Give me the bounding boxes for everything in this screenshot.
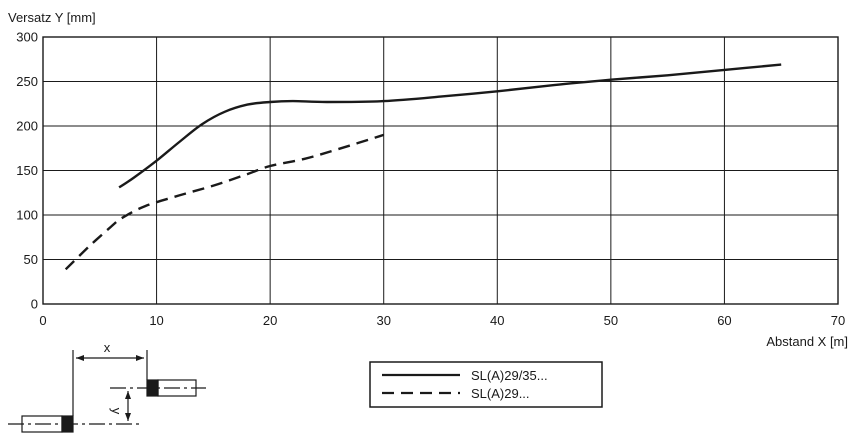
x-tick-labels: 0 10 20 30 40 50 60 70 bbox=[39, 313, 845, 328]
x-axis-label: Abstand X [m] bbox=[766, 334, 848, 349]
x-arrowhead-right bbox=[136, 355, 144, 361]
x-arrowhead-left bbox=[76, 355, 84, 361]
x-distance-label: x bbox=[104, 340, 111, 355]
series-layer bbox=[64, 63, 782, 271]
series-line-dashed bbox=[64, 133, 385, 271]
x-tick-label: 20 bbox=[263, 313, 277, 328]
x-tick-label: 70 bbox=[831, 313, 845, 328]
y-offset-label: y bbox=[109, 408, 124, 415]
y-tick-label: 300 bbox=[16, 30, 38, 45]
y-tick-label: 0 bbox=[31, 297, 38, 312]
x-tick-label: 50 bbox=[604, 313, 618, 328]
x-tick-label: 0 bbox=[39, 313, 46, 328]
y-arrowhead-top bbox=[125, 391, 131, 399]
y-axis-label: Versatz Y [mm] bbox=[8, 10, 96, 25]
y-tick-labels: 0 50 100 150 200 250 300 bbox=[16, 30, 38, 312]
y-tick-label: 50 bbox=[24, 252, 38, 267]
y-tick-label: 250 bbox=[16, 74, 38, 89]
legend-box bbox=[369, 361, 603, 408]
x-tick-label: 30 bbox=[376, 313, 390, 328]
y-tick-label: 200 bbox=[16, 119, 38, 134]
x-tick-label: 40 bbox=[490, 313, 504, 328]
grid bbox=[42, 36, 839, 305]
series-line-solid bbox=[118, 63, 782, 189]
y-arrowhead-bottom bbox=[125, 413, 131, 421]
plot-frame bbox=[42, 36, 839, 305]
x-tick-label: 60 bbox=[717, 313, 731, 328]
y-tick-label: 150 bbox=[16, 163, 38, 178]
x-tick-label: 10 bbox=[149, 313, 163, 328]
legend: SL(A)29/35... SL(A)29... bbox=[369, 361, 603, 408]
offset-diagram bbox=[8, 350, 206, 433]
legend-label-solid: SL(A)29/35... bbox=[471, 368, 548, 383]
y-tick-label: 100 bbox=[16, 208, 38, 223]
legend-label-dashed: SL(A)29... bbox=[471, 386, 530, 401]
